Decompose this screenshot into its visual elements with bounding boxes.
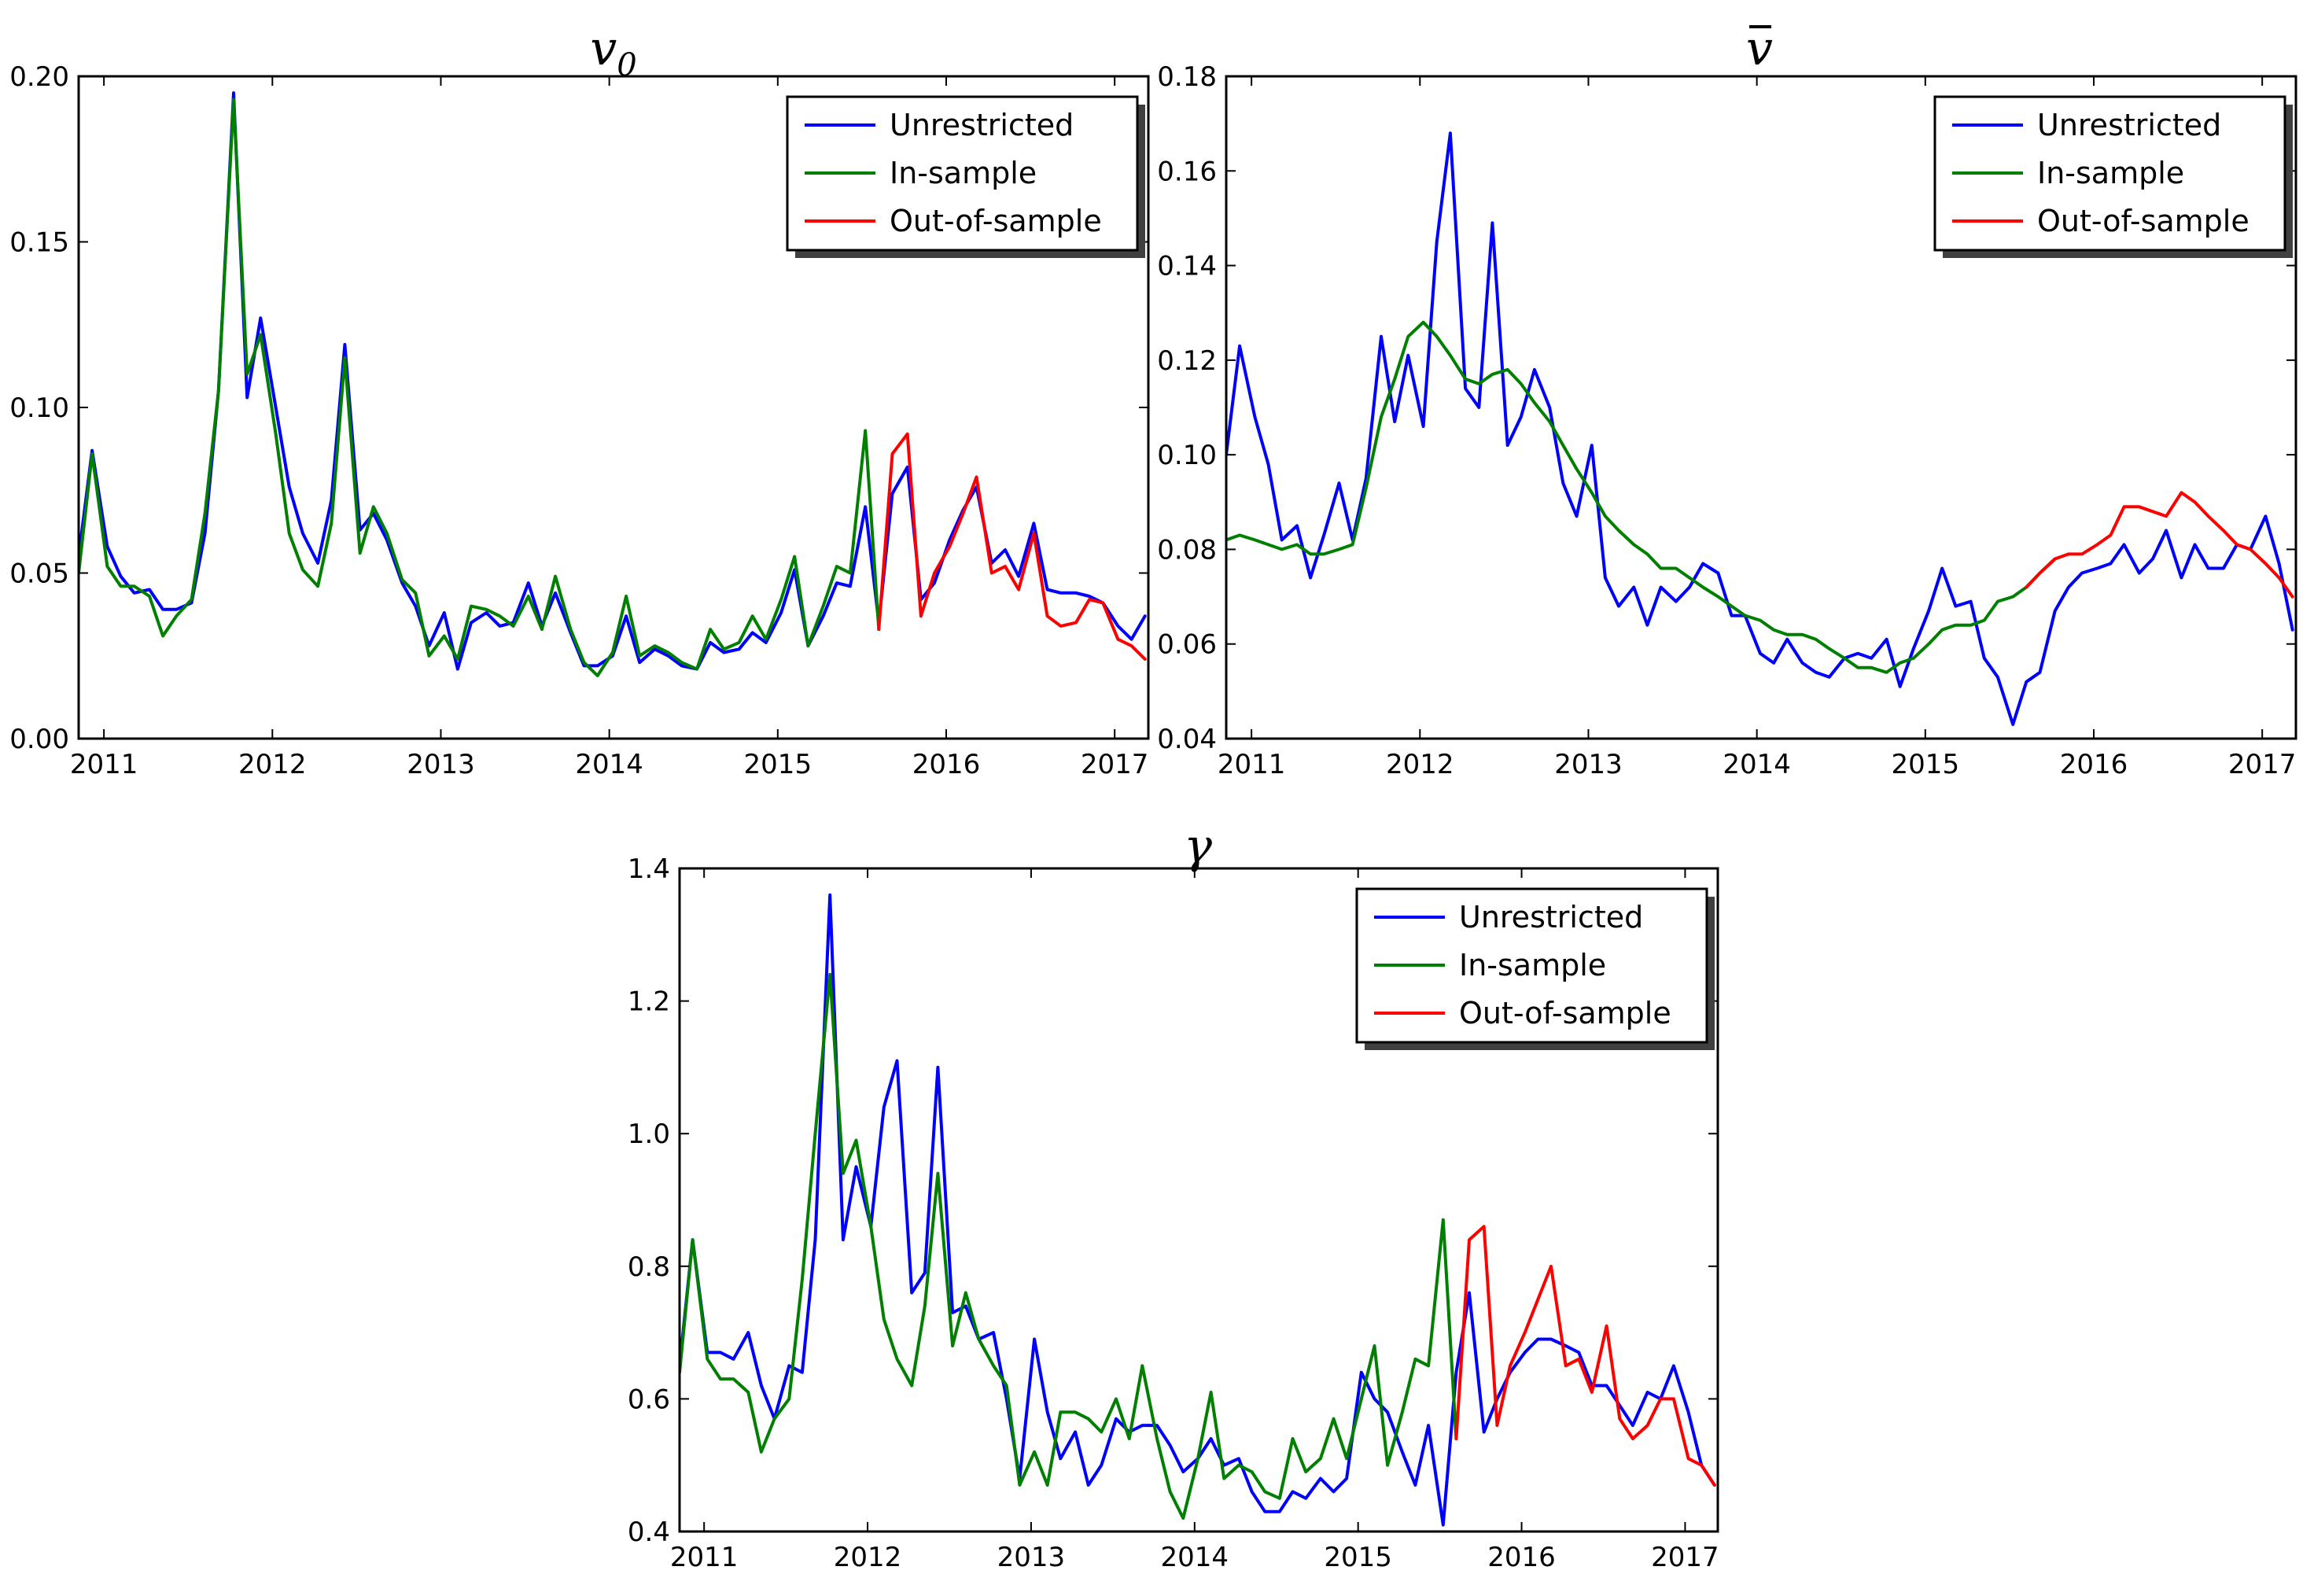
series-line-in-sample xyxy=(1226,320,2057,674)
title-subscript: 0 xyxy=(617,47,636,83)
x-tick-label: 2014 xyxy=(575,749,643,780)
y-tick-label: 0.04 xyxy=(1157,724,1217,755)
y-tick-label: 0.6 xyxy=(628,1384,670,1415)
series-line-out-of-sample xyxy=(877,432,1147,661)
legend-label: Unrestricted xyxy=(2037,108,2221,142)
legend-label: In-sample xyxy=(890,156,1037,190)
plot-area xyxy=(79,91,1147,677)
legend: Unrestricted In-sample Out-of-sample xyxy=(1355,887,1715,1050)
x-tick-label: 2012 xyxy=(834,1542,902,1573)
legend-label: In-sample xyxy=(1459,948,1606,982)
y-tick-label: 1.0 xyxy=(628,1119,670,1150)
legend-label: Unrestricted xyxy=(890,108,1074,142)
x-tick-label: 2015 xyxy=(1324,1542,1392,1573)
y-tick-label: 0.00 xyxy=(9,724,69,755)
y-tick-label: 0.05 xyxy=(9,558,69,590)
x-tick-label: 2015 xyxy=(744,749,812,780)
axes-frame xyxy=(1225,75,2297,740)
x-tick-label: 2017 xyxy=(2228,749,2297,780)
title-main: γ xyxy=(1184,819,1212,874)
y-tick-label: 0.4 xyxy=(628,1517,670,1548)
x-tick-label: 2016 xyxy=(1487,1542,1556,1573)
x-tick-label: 2017 xyxy=(1651,1542,1719,1573)
series-line-out-of-sample xyxy=(1454,1225,1716,1487)
x-tick-label: 2016 xyxy=(912,749,981,780)
y-tick-label: 0.14 xyxy=(1157,251,1217,282)
y-tick-label: 1.2 xyxy=(628,986,670,1018)
legend-label: Out-of-sample xyxy=(1459,996,1671,1030)
series-line-unrestricted xyxy=(1226,131,2294,726)
title-main: v xyxy=(1746,21,1773,76)
x-tick-label: 2011 xyxy=(1218,749,1286,780)
y-tick-label: 0.08 xyxy=(1157,534,1217,566)
series-line-out-of-sample xyxy=(2025,491,2294,599)
panel-title: v xyxy=(1746,21,1773,76)
y-tick-label: 0.06 xyxy=(1157,629,1217,661)
x-tick-label: 2011 xyxy=(70,749,138,780)
y-tick-label: 0.18 xyxy=(1157,61,1217,93)
series-line-in-sample xyxy=(79,98,881,677)
x-tick-label: 2016 xyxy=(2060,749,2128,780)
legend: Unrestricted In-sample Out-of-sample xyxy=(1933,95,2293,258)
panel-v-bar: v 2011 2012 2013 2014 2015 2016 2017 0.04 0.06 0.… xyxy=(1157,21,2297,780)
x-tick-label: 2014 xyxy=(1161,1542,1229,1573)
legend: Unrestricted In-sample Out-of-sample xyxy=(786,95,1145,258)
x-tick-label: 2015 xyxy=(1892,749,1960,780)
series-line-in-sample xyxy=(680,972,1458,1520)
x-tick-label: 2013 xyxy=(997,1542,1066,1573)
y-tick-label: 0.10 xyxy=(1157,440,1217,471)
y-tick-label: 0.20 xyxy=(9,61,69,93)
y-tick-label: 0.12 xyxy=(1157,345,1217,377)
panel-gamma: γ 2011 2012 2013 2014 2015 2016 2017 0.4 0.6 0.8 1… xyxy=(628,819,1719,1573)
x-tick-label: 2017 xyxy=(1081,749,1149,780)
x-tick-label: 2012 xyxy=(1386,749,1454,780)
y-tick-label: 0.16 xyxy=(1157,156,1217,187)
panel-title: γ xyxy=(1184,819,1212,874)
panel-v0: v0 2011 2012 2013 2014 2015 2016 2017 0.00 0.05 0… xyxy=(9,21,1150,780)
x-tick-label: 2012 xyxy=(238,749,307,780)
x-tick-label: 2013 xyxy=(407,749,475,780)
x-tick-label: 2013 xyxy=(1554,749,1623,780)
plot-area xyxy=(1226,131,2294,726)
y-tick-label: 0.10 xyxy=(9,393,69,424)
x-tick-label: 2011 xyxy=(670,1542,739,1573)
legend-label: Out-of-sample xyxy=(2037,204,2250,238)
x-tick-label: 2014 xyxy=(1723,749,1791,780)
y-tick-label: 1.4 xyxy=(628,853,670,885)
legend-label: Unrestricted xyxy=(1459,900,1643,934)
y-tick-label: 0.15 xyxy=(9,227,69,259)
title-main: v xyxy=(590,21,617,76)
legend-label: In-sample xyxy=(2037,156,2184,190)
legend-label: Out-of-sample xyxy=(890,204,1102,238)
axes-frame xyxy=(678,867,1719,1533)
y-tick-label: 0.8 xyxy=(628,1251,670,1283)
plot-area xyxy=(680,893,1716,1527)
